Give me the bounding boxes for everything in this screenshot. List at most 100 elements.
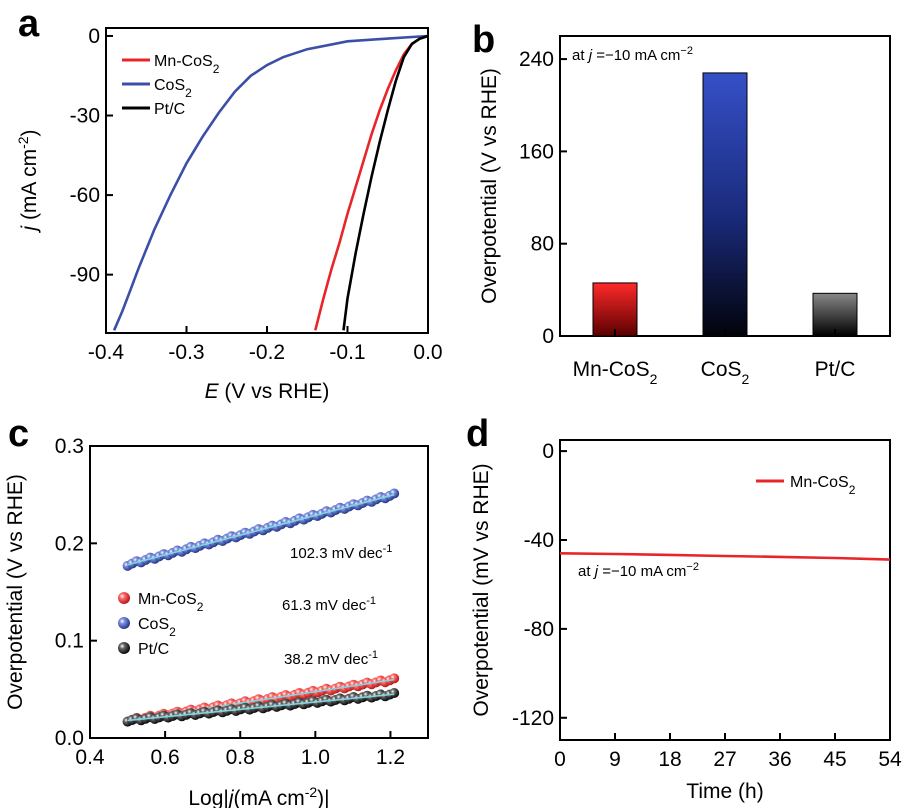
panel-c-legend-label: Mn-CoS2 (138, 591, 204, 614)
panel-c-xlabel: Log|j(mA cm-2)| (188, 784, 329, 808)
panel-c-ylabel: Overpotential (V vs RHE) (4, 474, 27, 710)
panel-c-xtick-label: 0.8 (226, 746, 255, 769)
panel-b-ytick-label: 240 (519, 48, 554, 71)
panel-d-xtick-label: 9 (609, 748, 621, 771)
panel-b-category-label: Mn-CoS2 (573, 358, 658, 387)
panel-d-legend-label: Mn-CoS2 (790, 474, 856, 497)
panel-c-legend-marker (118, 617, 130, 629)
panel-d-xtick-label: 36 (768, 748, 791, 771)
panel-c-xtick-label: 0.6 (151, 746, 180, 769)
panel-a-ytick-label: -30 (70, 105, 100, 128)
panel-a-legend-label: CoS2 (154, 77, 192, 100)
panel-c-xtick-label: 1.2 (376, 746, 405, 769)
panel-a-legend-label-main: Mn-CoS (154, 53, 213, 70)
panel-c-ytick-label: 0.0 (55, 727, 84, 750)
panel-c-slope-label-main: 102.3 mV dec (290, 545, 383, 562)
panel-letter-c: c (8, 413, 29, 455)
panel-a-frame (105, 27, 429, 334)
panel-c-point (389, 488, 400, 499)
panel-d-ytick-label: 0 (542, 440, 554, 463)
panel-a-series-line-2 (342, 34, 429, 331)
panel-a-legend-label: Mn-CoS2 (154, 53, 220, 76)
panel-a-xtick-label: -0.3 (168, 341, 204, 364)
panel-c-xtick-label: 0.4 (75, 746, 105, 769)
panel-d-annotation: at j =−10 mA cm−2 (578, 561, 699, 580)
panel-c-frame (89, 445, 429, 739)
panel-d-legend-label-sub: 2 (849, 483, 856, 497)
panel-a-ylabel: j (mA cm-2) (15, 129, 41, 233)
panel-c-fit-line-1 (127, 493, 395, 566)
panel-b-category-label: CoS2 (701, 358, 750, 387)
panel-d-ytick-label: -40 (524, 529, 554, 552)
panel-c-slope-label-sup: -1 (383, 543, 393, 555)
panel-a-legend-label: Pt/C (154, 101, 185, 118)
panel-b-category-label-sub: 2 (650, 371, 658, 387)
panel-c-legend-label-main: Mn-CoS (138, 591, 197, 608)
panel-d-ylabel: Overpotential (mV vs RHE) (470, 463, 493, 716)
panel-a-ytick-label: 0 (88, 25, 100, 48)
panel-c-legend-label-main: Pt/C (138, 641, 169, 658)
panel-c-slope-label-main: 61.3 mV dec (282, 597, 367, 614)
panel-b-ytick-label: 160 (519, 140, 554, 163)
panel-a-legend-label-sub: 2 (185, 86, 192, 100)
panel-d-xlabel: Time (h) (686, 780, 763, 803)
panel-c-point (389, 688, 400, 698)
panel-c-legend-label: CoS2 (138, 616, 176, 639)
panel-b-ytick-label: 80 (531, 233, 554, 256)
panel-c-slope-label: 61.3 mV dec-1 (282, 595, 376, 614)
panel-b-ylabel: Overpotential (V vs RHE) (478, 68, 501, 304)
panel-letter-d: d (466, 413, 489, 455)
panel-letter-b: b (472, 19, 495, 61)
panel-d-xtick-label: 27 (713, 748, 736, 771)
panel-c-ytick-label: 0.3 (55, 435, 84, 458)
panel-b-category-label-sub: 2 (742, 371, 750, 387)
panel-a-legend-label-main: Pt/C (154, 101, 185, 118)
panel-b-category-label-main: CoS (701, 358, 742, 381)
panel-b-bar-0 (592, 282, 638, 337)
panel-a-legend-label-sub: 2 (213, 62, 220, 76)
panel-c-slope-label: 102.3 mV dec-1 (290, 543, 392, 562)
panel-d-ytick-label: -80 (524, 618, 554, 641)
panel-c-xtick-label: 1.0 (301, 746, 330, 769)
panel-a-xlabel: E (V vs RHE) (205, 380, 330, 403)
panel-c-legend-label-main: CoS (138, 616, 169, 633)
panel-d-xtick-label: 0 (554, 748, 566, 771)
panel-d-ytick-label: -120 (512, 707, 554, 730)
panel-c-legend-label-sub: 2 (197, 600, 204, 614)
panel-a-xtick-label: -0.4 (88, 341, 125, 364)
panel-a-ytick-label: -60 (70, 184, 100, 207)
panel-b-annotation: at j =−10 mA cm−2 (572, 45, 693, 64)
panel-b-ytick-label: 0 (542, 325, 554, 348)
panel-a-legend-label-main: CoS (154, 77, 185, 94)
panel-c-slope-label: 38.2 mV dec-1 (284, 649, 378, 668)
panel-a-xtick-label: -0.2 (249, 341, 285, 364)
panel-c-legend-marker (118, 642, 130, 654)
panel-a-series-line-1 (112, 34, 429, 331)
panel-c-slope-label-sup: -1 (368, 649, 378, 661)
panel-letter-a: a (18, 3, 40, 45)
panel-c-fit-line-2 (127, 693, 395, 722)
panel-c-chart: 0.00.10.20.30.4 0.6 0.8 1.0 1.2Mn-CoS2CoS2Pt… (4, 435, 429, 808)
panel-d-series-line-0 (559, 552, 891, 561)
panel-c-point (389, 673, 400, 684)
panel-c-legend-label-sub: 2 (169, 625, 176, 639)
panel-c-legend-label: Pt/C (138, 641, 169, 658)
panel-c-ytick-label: 0.2 (55, 532, 84, 555)
panel-a-chart: 0 -30 -60 -90 -0.4 -0.3 -0.2 -0.1 0.0 E (V vs RH… (15, 25, 443, 403)
panel-d-xtick-label: 45 (823, 748, 846, 771)
panel-b-bar-2 (812, 292, 858, 337)
panel-d-xtick-label: 54 (878, 748, 902, 771)
panel-a-series-line-0 (314, 34, 429, 331)
panel-a-xtick-label: 0.0 (413, 341, 442, 364)
panel-c-ytick-label: 0.1 (55, 630, 84, 653)
panel-b-category-label-main: Mn-CoS (573, 358, 650, 381)
panel-d-legend-label-main: Mn-CoS (790, 474, 849, 491)
panel-a-ytick-label: -90 (70, 264, 100, 287)
panel-c-slope-label-sup: -1 (366, 595, 376, 607)
panel-a-xtick-label: -0.1 (329, 341, 365, 364)
panel-c-slope-label-main: 38.2 mV dec (284, 651, 369, 668)
panel-b-bar-1 (702, 72, 748, 337)
panel-b-category-label: Pt/C (815, 358, 856, 381)
